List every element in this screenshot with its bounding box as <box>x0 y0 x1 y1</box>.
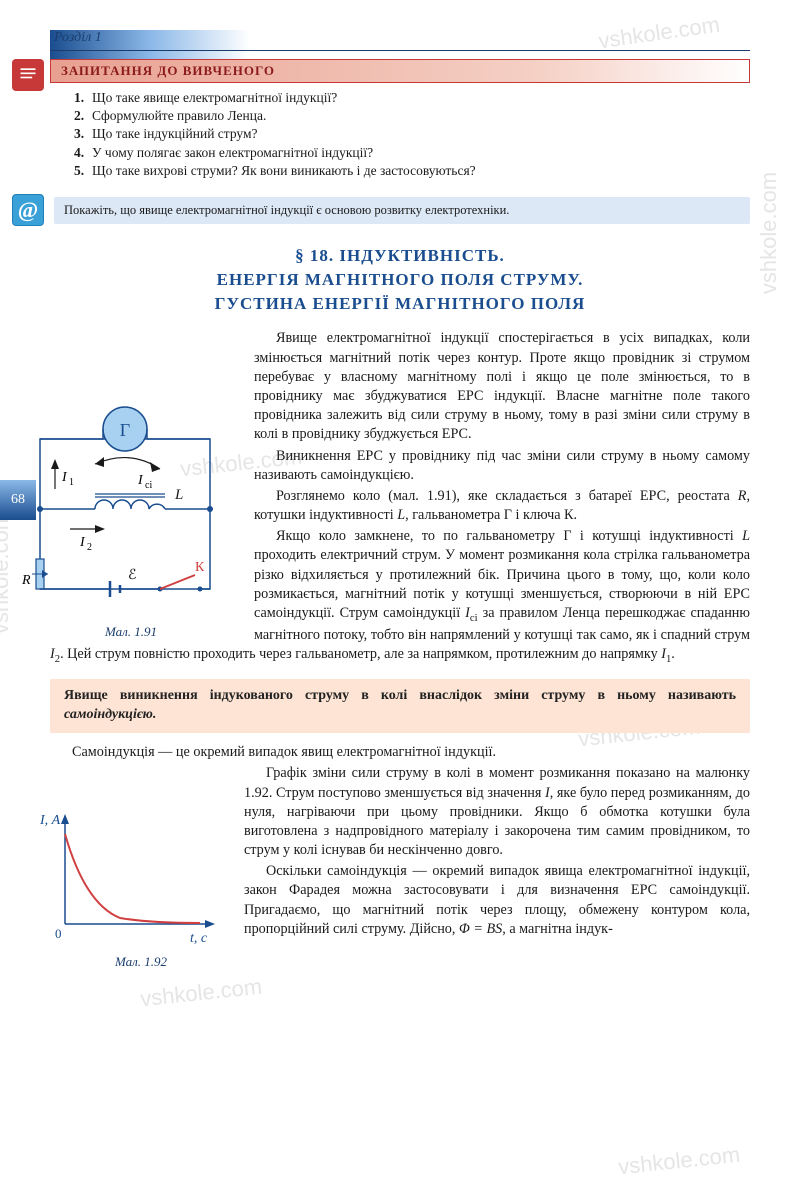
question-item: Що таке індукційний струм? <box>92 125 258 143</box>
svg-text:R: R <box>21 573 31 588</box>
svg-text:I: I <box>61 470 68 485</box>
questions-icon <box>12 59 44 91</box>
svg-text:К: К <box>195 560 205 575</box>
question-item: Сформулюйте правило Ленца. <box>92 107 266 125</box>
svg-text:сі: сі <box>145 480 152 491</box>
svg-text:I, А: I, А <box>39 813 61 828</box>
svg-text:t, с: t, с <box>190 931 208 946</box>
at-icon: @ <box>12 194 44 226</box>
svg-text:ℰ: ℰ <box>128 568 136 583</box>
svg-text:I: I <box>79 535 86 550</box>
questions-box: ЗАПИТАННЯ ДО ВИВЧЕНОГО 1.Що таке явище е… <box>50 59 750 186</box>
paragraph: Самоіндукція — це окремий випадок явищ е… <box>50 743 750 762</box>
at-text: Покажіть, що явище електромагнітної інду… <box>54 197 750 224</box>
figure-caption: Мал. 1.91 <box>0 623 240 641</box>
question-item: Що таке явище електромагнітної індукції? <box>92 89 337 107</box>
svg-text:1: 1 <box>69 477 74 488</box>
svg-text:0: 0 <box>55 926 62 941</box>
body-text: Самоіндукція — це окремий випадок явищ е… <box>50 743 750 939</box>
section-label: Розділ 1 <box>50 30 750 51</box>
chapter-title: § 18. ІНДУКТИВНІСТЬ. ЕНЕРГІЯ МАГНІТНОГО … <box>50 244 750 315</box>
watermark: vshkole.com <box>139 974 263 1013</box>
question-item: Що таке вихрові струми? Як вони виникают… <box>92 162 476 180</box>
watermark: vshkole.com <box>617 1142 741 1181</box>
questions-header: ЗАПИТАННЯ ДО ВИВЧЕНОГО <box>50 59 750 83</box>
svg-text:2: 2 <box>87 542 92 553</box>
figure-1-91: Г L I 1 <box>0 389 240 641</box>
body-text: Г L I 1 <box>50 329 750 669</box>
svg-text:L: L <box>174 487 183 503</box>
figure-caption: Мал. 1.92 <box>30 953 230 971</box>
questions-list: 1.Що таке явище електромагнітної індукці… <box>50 83 750 186</box>
highlight-definition: Явище виникнення індукованого струму в к… <box>50 679 750 733</box>
at-callout: @ Покажіть, що явище електромагнітної ін… <box>12 194 750 226</box>
svg-text:I: I <box>137 473 144 488</box>
figure-1-92: I, А t, с 0 Мал. 1.92 <box>30 804 230 971</box>
question-item: У чому полягає закон електромагнітної ін… <box>92 144 373 162</box>
